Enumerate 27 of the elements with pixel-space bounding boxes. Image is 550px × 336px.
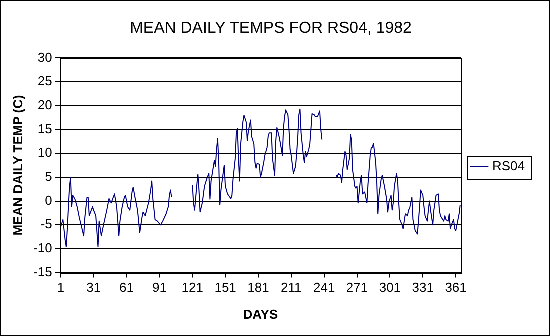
y-tick-label: 10: [38, 145, 52, 160]
y-tick-label: -15: [34, 264, 52, 280]
x-tick-label: 121: [182, 280, 204, 296]
x-tick-label: 241: [313, 280, 336, 296]
x-axis-title: DAYS: [243, 306, 278, 322]
x-tick-label: 361: [445, 280, 467, 296]
x-tick-label: 91: [152, 280, 167, 296]
x-tick-label: 61: [120, 280, 134, 296]
y-tick-label: 25: [38, 74, 52, 89]
x-tick-label: 301: [379, 280, 402, 296]
x-tick-label: 31: [86, 280, 102, 296]
x-tick-label: 1: [57, 280, 65, 296]
x-tick-label: 181: [248, 280, 270, 296]
legend-label: RS04: [492, 158, 526, 174]
y-tick-label: -10: [34, 240, 52, 256]
y-tick-label: 30: [38, 50, 52, 65]
y-tick-label: 20: [38, 97, 52, 112]
y-tick-label: 5: [45, 169, 52, 184]
y-axis-title: MEAN DAILY TEMP (C): [10, 95, 26, 236]
chart-title: MEAN DAILY TEMPS FOR RS04, 1982: [130, 20, 412, 38]
y-tick-label: 0: [45, 192, 52, 208]
x-tick-label: 211: [281, 280, 302, 296]
y-tick-label: -5: [40, 216, 52, 232]
x-tick-label: 271: [346, 280, 368, 296]
y-tick-label: 15: [38, 121, 52, 136]
x-tick-label: 151: [214, 280, 236, 296]
x-tick-label: 331: [412, 280, 434, 296]
